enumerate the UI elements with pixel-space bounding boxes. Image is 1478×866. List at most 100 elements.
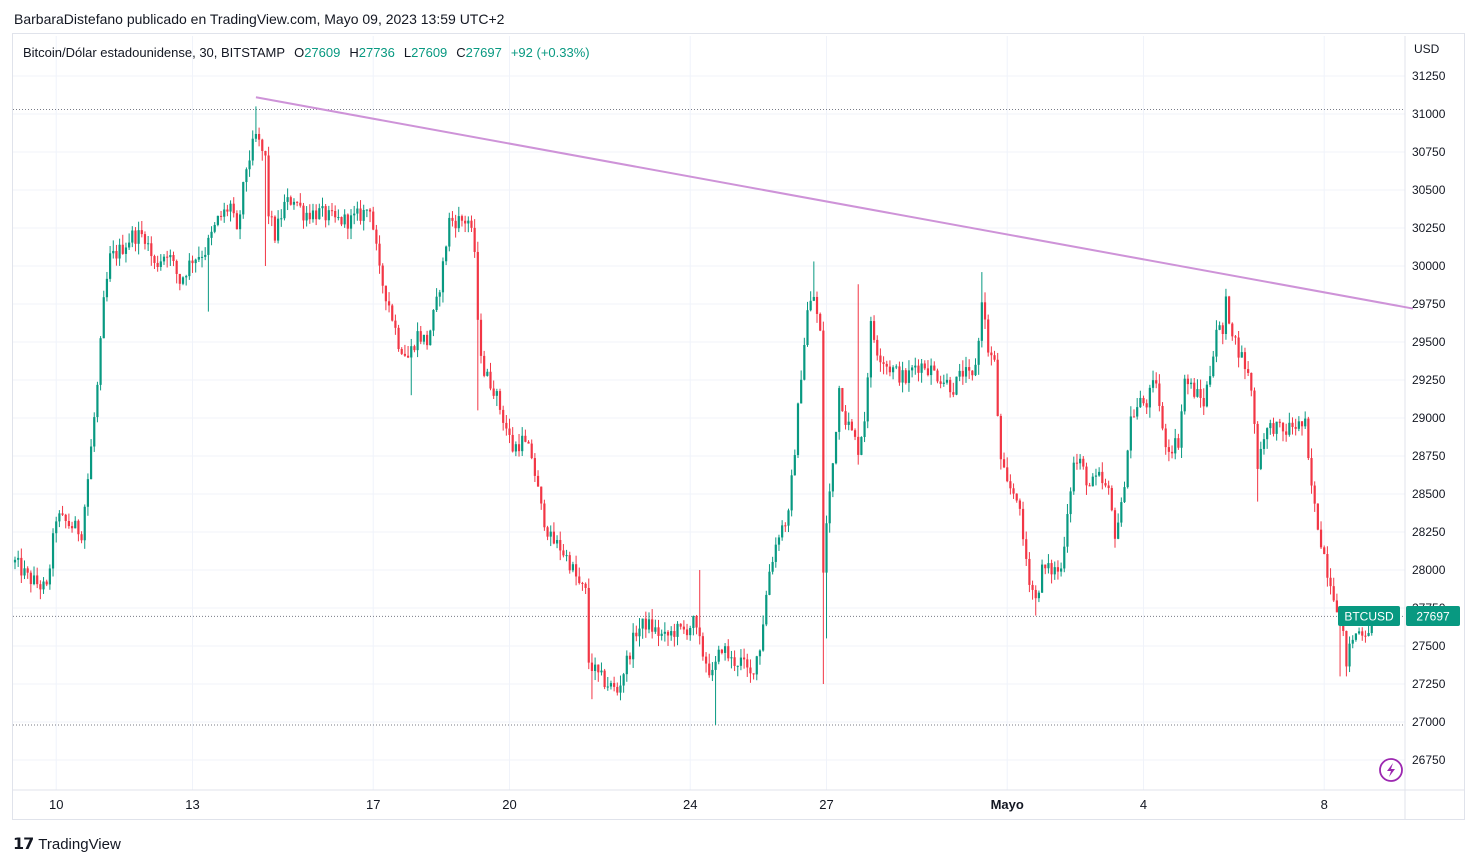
high-value: 27736: [358, 45, 395, 60]
candle-body: [828, 491, 831, 524]
candle-body: [888, 366, 892, 373]
candle-body: [1304, 418, 1307, 427]
candle-body: [543, 503, 546, 528]
candle-body: [1193, 382, 1196, 397]
candle-body: [1297, 421, 1300, 429]
candle-body: [102, 297, 105, 339]
candle-body: [99, 338, 102, 385]
candle-body: [800, 379, 803, 404]
candle-body: [156, 262, 159, 267]
candle-body: [597, 664, 600, 673]
time-tick-label: 10: [49, 797, 63, 812]
candle-body: [676, 623, 679, 637]
candle-body: [1132, 416, 1136, 418]
candle-body: [1113, 510, 1117, 539]
candle-body: [670, 631, 673, 636]
candle-body: [1262, 439, 1266, 449]
candle-body: [432, 309, 435, 331]
tradingview-footer[interactable]: 𝟭𝟳 TradingView: [13, 834, 121, 854]
candle-body: [911, 367, 914, 371]
candle-body: [1243, 352, 1247, 370]
candle-body: [1240, 352, 1243, 358]
candle-body: [723, 646, 727, 653]
candle-body: [1281, 422, 1285, 432]
candle-body: [936, 370, 939, 382]
candle-body: [188, 260, 191, 277]
candle-body: [1323, 547, 1326, 555]
candle-body: [251, 138, 254, 161]
time-tick-label: Mayo: [991, 797, 1024, 812]
candle-body: [945, 379, 949, 383]
candle-body: [311, 210, 315, 220]
price-tick-label: 30000: [1412, 259, 1446, 273]
candle-body: [1364, 635, 1367, 637]
candle-body: [89, 446, 93, 480]
candle-body: [1066, 514, 1069, 547]
candle-body: [505, 422, 508, 429]
time-tick-label: 27: [819, 797, 833, 812]
candle-body: [1247, 369, 1250, 373]
candle-body: [178, 273, 181, 284]
candle-body: [673, 631, 676, 637]
candle-body: [704, 656, 708, 664]
candle-body: [1310, 458, 1313, 486]
candle-body: [613, 683, 616, 687]
candle-body: [584, 583, 587, 588]
high-label: H: [349, 45, 359, 60]
candle-body: [980, 302, 983, 341]
candle-body: [451, 217, 454, 221]
candle-body: [470, 220, 473, 228]
candle-body: [882, 362, 885, 364]
candle-body: [1079, 458, 1082, 464]
candle-body: [147, 243, 150, 245]
candle-body: [622, 674, 625, 686]
candle-body: [1256, 423, 1259, 469]
candle-body: [1164, 428, 1167, 448]
change-value: +92 (+0.33%): [510, 45, 590, 60]
candle-body: [254, 133, 258, 139]
candle-body: [1044, 564, 1047, 569]
candle-body: [793, 455, 796, 476]
candle-body: [850, 421, 853, 431]
candle-body: [1326, 554, 1329, 578]
candle-body: [743, 657, 746, 660]
candle-body: [207, 237, 210, 255]
candle-body: [150, 243, 153, 257]
lightning-icon[interactable]: [1379, 758, 1403, 782]
last-price-tag-box: [1406, 606, 1460, 627]
candle-body: [245, 169, 248, 183]
close-label: C: [456, 45, 466, 60]
candle-body: [876, 339, 879, 356]
candle-body: [375, 229, 378, 244]
candle-body: [926, 368, 930, 376]
candle-body: [473, 227, 476, 252]
candle-body: [1142, 397, 1145, 404]
candle-body: [248, 160, 251, 170]
candle-body: [983, 302, 987, 320]
tradingview-logo-icon: 𝟭𝟳: [13, 836, 34, 853]
candle-body: [730, 657, 733, 659]
candle-body: [809, 300, 812, 311]
candle-body: [200, 256, 204, 258]
candle-body: [223, 209, 226, 217]
candle-body: [1002, 459, 1006, 468]
candle-body: [952, 392, 955, 395]
candle-body: [695, 616, 698, 628]
time-tick-label: 13: [185, 797, 199, 812]
dotted-levels: [13, 108, 1405, 726]
candle-body: [1300, 421, 1304, 427]
candle-body: [540, 486, 543, 504]
candle-body: [530, 443, 533, 459]
candle-body: [391, 305, 394, 321]
candle-body: [1021, 508, 1025, 540]
candle-body: [1285, 431, 1288, 435]
candle-body: [213, 224, 216, 232]
candle-body: [559, 539, 562, 551]
candle-body: [666, 631, 670, 636]
candle-body: [264, 151, 267, 156]
candle-body: [51, 533, 55, 569]
time-tick-label: 17: [366, 797, 380, 812]
candle-body: [346, 214, 349, 229]
candle-body: [1161, 405, 1164, 429]
